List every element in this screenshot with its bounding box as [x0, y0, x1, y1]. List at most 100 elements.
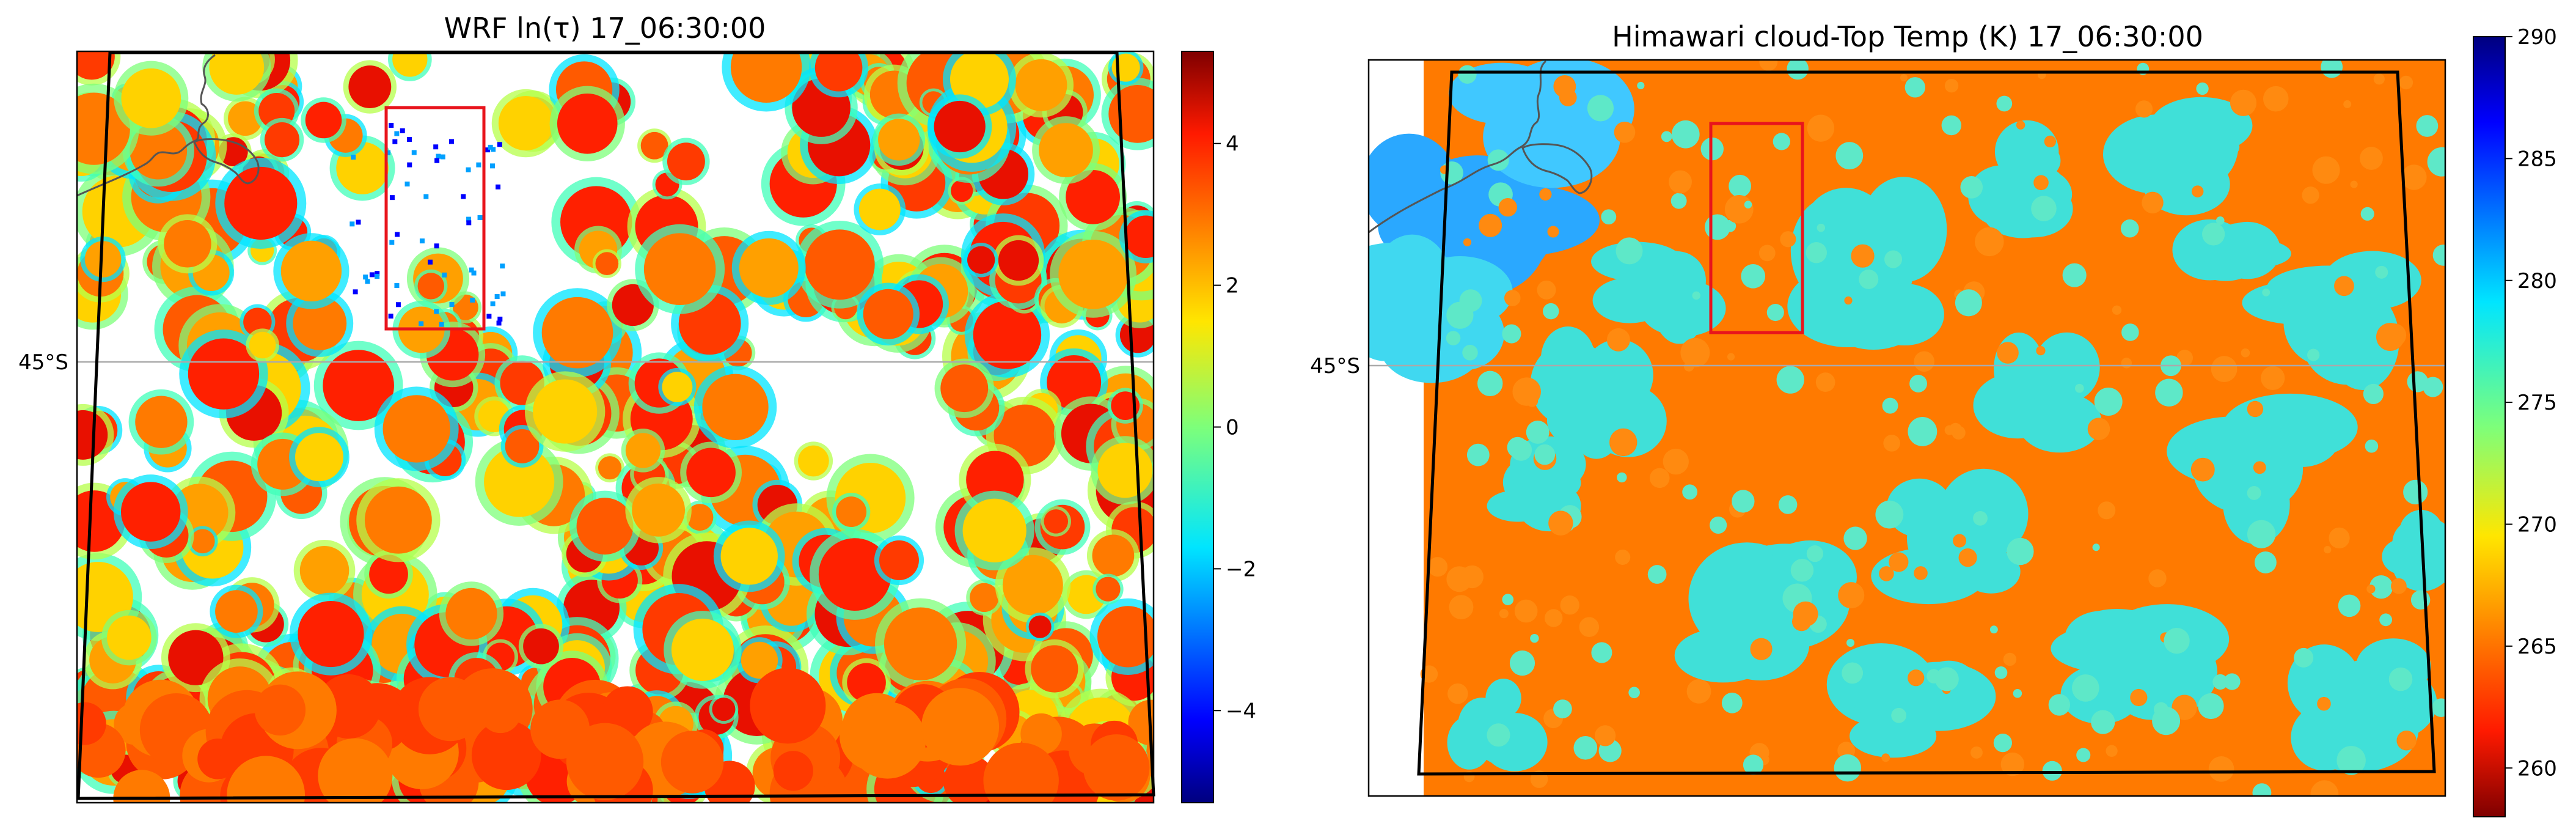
cloud-texture [2399, 75, 2413, 90]
cloud-speckle [496, 320, 502, 326]
cloud-texture [2369, 575, 2393, 599]
cloud-cell [1108, 85, 1154, 143]
cloud-texture [2007, 537, 2034, 566]
cloud-texture [1729, 174, 1752, 197]
cloud-speckle [442, 272, 447, 278]
cloud-cell [1124, 215, 1154, 259]
cloud-texture [1883, 435, 1900, 452]
cloud-texture [1914, 566, 1928, 580]
cloud-cell [576, 498, 634, 555]
cold-cloud-region [2179, 422, 2294, 471]
cloud-texture [1504, 290, 1521, 306]
cloud-speckle [490, 301, 496, 307]
cloud-texture [1449, 595, 1474, 620]
cloud-cell [209, 51, 265, 95]
cloud-cell [836, 496, 867, 528]
cloud-texture [1649, 468, 1670, 488]
cold-cloud-region [2018, 392, 2102, 453]
cloud-texture [2196, 82, 2209, 95]
cloud-texture [2310, 780, 2339, 796]
cloud-texture [2373, 73, 2385, 85]
cloud-cell [168, 630, 224, 685]
cloud-speckle [400, 128, 405, 133]
cloud-texture [1882, 397, 1898, 414]
colorbar-wrf: 4 2 0 −2 −4 [1181, 51, 1256, 803]
cloud-texture [2363, 383, 2384, 405]
cloud-cell [712, 698, 736, 721]
cloud-texture [1750, 638, 1773, 660]
cloud-cell [660, 731, 724, 794]
cloud-texture [2212, 674, 2228, 690]
cloud-texture [1447, 683, 1468, 704]
cloud-texture [2416, 115, 2439, 137]
cloud-texture [1548, 510, 1573, 536]
cloud-cell [818, 538, 891, 611]
cloud-texture [1759, 60, 1778, 71]
cloud-texture [1934, 667, 1959, 691]
cloud-texture [1446, 331, 1461, 345]
cloud-texture [2198, 693, 2224, 720]
cloud-speckle [392, 139, 398, 144]
cloud-texture [1744, 201, 1752, 208]
colorbar-tick-label: 0 [1226, 416, 1239, 440]
cloud-speckle [449, 301, 455, 307]
cloud-speckle [353, 289, 358, 295]
cloud-texture [1530, 633, 1539, 643]
cloud-texture [2432, 245, 2445, 266]
cloud-texture [2091, 710, 2115, 734]
cloud-cell [741, 641, 778, 679]
cloud-texture [2148, 569, 2167, 588]
cloud-cell [227, 756, 306, 803]
cloud-speckle [448, 139, 454, 144]
cloud-texture [1843, 526, 1867, 550]
cloud-texture [1601, 209, 1617, 225]
cloud-speckle [351, 155, 356, 160]
cloud-speckle [439, 322, 444, 327]
cloud-speckle [485, 147, 491, 153]
cloud-texture [1534, 444, 1556, 465]
cloud-texture [1791, 612, 1812, 632]
cloud-cell [584, 731, 621, 767]
cloud-texture [1787, 60, 1809, 80]
cloud-texture [1838, 582, 1865, 609]
cloud-texture [1908, 669, 1925, 687]
cloud-texture [2016, 120, 2025, 130]
cloud-texture [1732, 490, 1755, 513]
cloud-cell [224, 166, 298, 240]
cloud-cell [77, 410, 108, 460]
cloud-texture [1669, 170, 1692, 194]
cloud-texture [2130, 688, 2148, 707]
cloud-cell [720, 528, 778, 585]
cloud-texture [2135, 100, 2153, 118]
cloud-texture [1790, 559, 1814, 582]
cloud-speckle [476, 162, 481, 168]
cloud-texture [1526, 421, 1550, 444]
cloud-texture [2252, 783, 2272, 796]
cloud-cell [970, 583, 999, 613]
cloud-texture [1543, 303, 1559, 320]
cloud-texture [2324, 545, 2332, 554]
cloud-speckle [486, 314, 492, 319]
panel-wrf: WRF ln(τ) 17_06:30:00 45°S 4 2 0 −2 −4 [18, 12, 1256, 804]
cloud-speckle [466, 167, 471, 172]
cloud-texture [1671, 120, 1700, 149]
cloud-texture [1587, 95, 1614, 122]
cloud-speckle [394, 283, 400, 289]
cloud-cell [530, 699, 590, 759]
cloud-texture [2247, 520, 2276, 548]
cloud-texture [1975, 227, 2004, 257]
cloud-texture [1615, 237, 1643, 265]
cloud-texture [1908, 416, 1937, 446]
cold-cloud-region [1592, 278, 1667, 323]
cloud-cell [533, 379, 598, 444]
cloud-cell [814, 51, 863, 92]
cloud-texture [1680, 337, 1710, 367]
cloud-texture [2164, 627, 2190, 654]
cloud-texture [1498, 197, 1517, 217]
cloud-cell [640, 131, 668, 160]
cloud-texture [2254, 551, 2277, 573]
cloud-texture [1509, 650, 1535, 676]
cloud-cell [382, 395, 450, 463]
cloud-texture [1724, 194, 1754, 224]
coastline-wrf [77, 54, 216, 197]
